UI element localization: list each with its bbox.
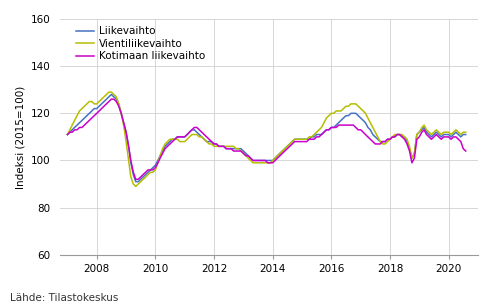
Text: Lähde: Tilastokeskus: Lähde: Tilastokeskus (10, 293, 118, 303)
Line: Liikevaihto: Liikevaihto (68, 95, 466, 182)
Legend: Liikevaihto, Vientiliikevaihto, Kotimaan liikevaihto: Liikevaihto, Vientiliikevaihto, Kotimaan… (73, 24, 207, 64)
Y-axis label: Indeksi (2015=100): Indeksi (2015=100) (15, 85, 25, 188)
Line: Kotimaan liikevaihto: Kotimaan liikevaihto (68, 99, 466, 179)
Line: Vientiliikevaihto: Vientiliikevaihto (68, 92, 466, 186)
